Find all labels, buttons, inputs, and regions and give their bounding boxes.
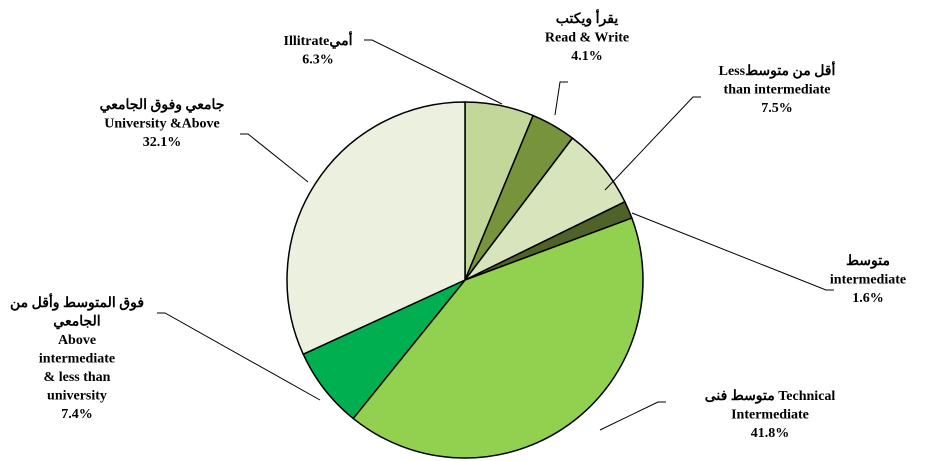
slice-label: متوسط: [846, 254, 890, 269]
slice-label: Above: [58, 333, 96, 348]
leader-line: [604, 96, 701, 191]
slice-label: Read & Write: [545, 31, 629, 46]
slice-label: جامعي وفوق الجامعي: [100, 98, 225, 113]
value-label: 1.6%: [852, 291, 884, 306]
slice-label: Illitrateأمي: [284, 30, 353, 49]
slice-label: Intermediate: [731, 408, 809, 423]
slice-label: Lessأقل من متوسط: [719, 60, 836, 79]
slice-label: than intermediate: [724, 83, 831, 98]
pie-slice: [352, 217, 644, 459]
value-label: 7.4%: [61, 407, 93, 422]
leader-line: [364, 39, 503, 105]
value-label: 6.3%: [302, 53, 334, 68]
slice-label: متوسط فنى Technical: [705, 389, 836, 404]
leader-line: [631, 212, 834, 291]
slice-label: intermediate: [830, 273, 906, 288]
value-label: 41.8%: [751, 426, 790, 441]
leader-line: [157, 312, 321, 401]
slice-label: الجامعي: [53, 315, 100, 330]
slice-label: فوق المتوسط وأقل من: [10, 292, 144, 311]
slice-label: & less than: [44, 370, 111, 385]
value-label: 7.5%: [761, 101, 793, 116]
value-label: 4.1%: [571, 49, 603, 64]
leader-line: [240, 133, 309, 183]
slice-label: university: [47, 389, 107, 404]
slice-label: University &Above: [104, 117, 220, 132]
pie-slice: [286, 101, 466, 356]
leader-line: [599, 401, 666, 431]
leader-line: [554, 81, 568, 116]
value-label: 32.1%: [143, 135, 182, 150]
slice-label: يقرأ ويكتب: [556, 8, 619, 27]
slice-label: intermediate: [39, 352, 115, 367]
